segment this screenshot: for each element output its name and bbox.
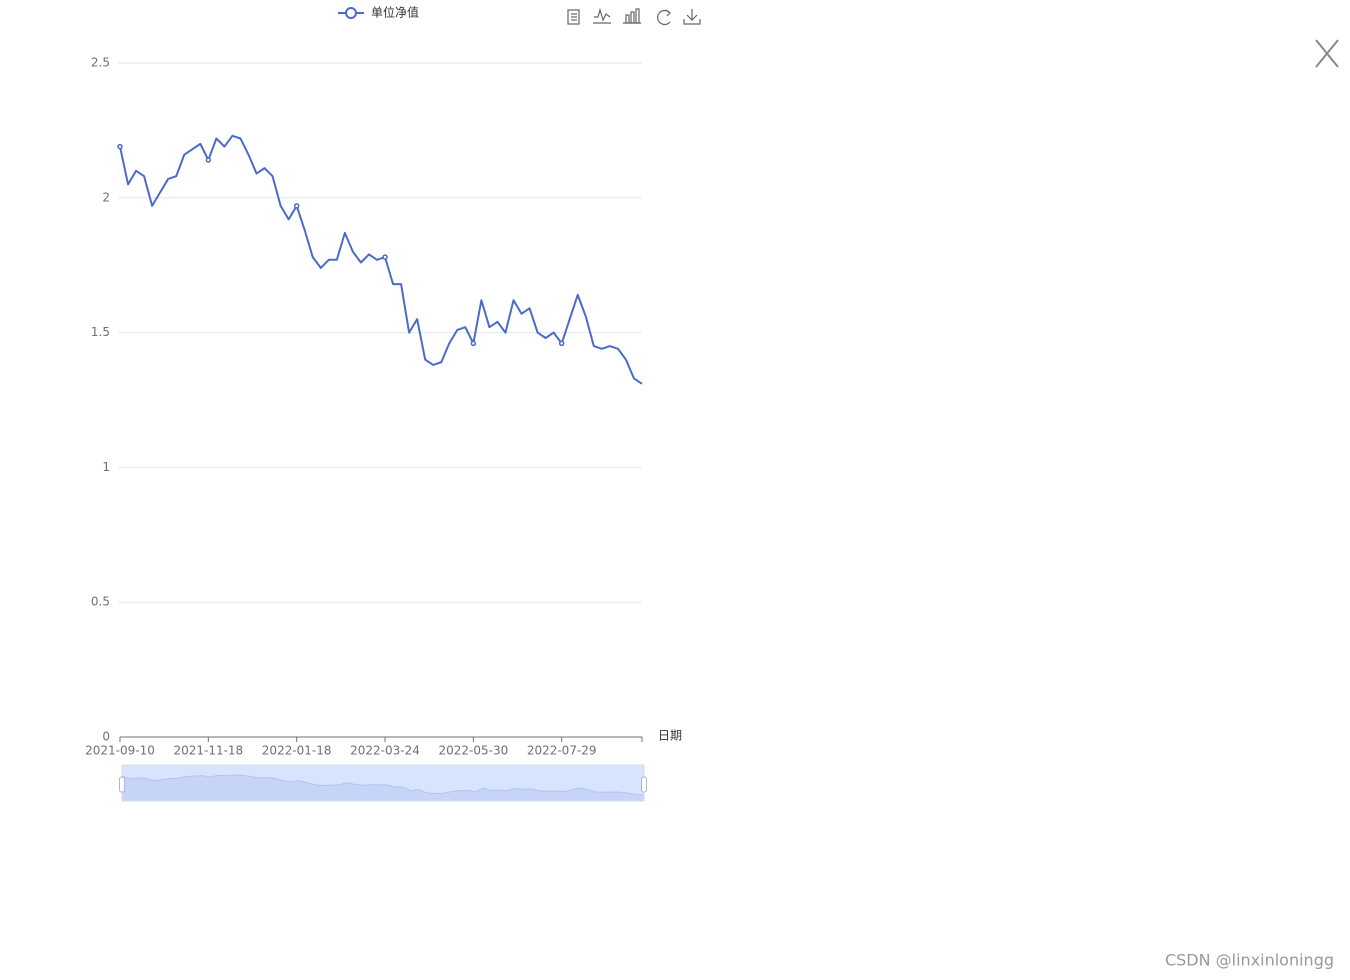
data-point (293, 203, 300, 209)
data-point (382, 254, 388, 260)
x-tick-label: 2021-11-18 (173, 744, 243, 758)
x-tick-label: 2022-05-30 (438, 744, 508, 758)
data-point (117, 143, 123, 150)
x-tick-label: 2022-03-24 (350, 744, 420, 758)
data-point (558, 340, 565, 347)
y-tick-label: 1.5 (91, 325, 110, 339)
y-tick-label: 1 (102, 460, 110, 474)
bar-switch-button[interactable] (623, 8, 641, 24)
data-point (470, 340, 477, 347)
close-button[interactable] (1315, 39, 1339, 68)
data-zoom-handle[interactable] (119, 776, 125, 793)
x-tick-label: 2021-09-10 (85, 744, 155, 758)
line-switch-button[interactable] (593, 7, 611, 24)
legend-label: 单位净值 (371, 5, 419, 20)
watermark: CSDN @linxinloningg (1165, 951, 1334, 970)
x-tick-label: 2022-01-18 (262, 744, 332, 758)
x-axis-title: 日期 (658, 729, 682, 743)
toolbox (567, 7, 701, 26)
save-image-button[interactable] (683, 9, 701, 25)
y-tick-label: 2.5 (91, 56, 110, 70)
data-zoom-range (121, 764, 645, 802)
legend-symbol (345, 7, 357, 19)
x-tick-label: 2022-07-29 (527, 744, 597, 758)
restore-button[interactable] (657, 9, 671, 26)
data-line (119, 134, 643, 385)
data-point (205, 157, 212, 163)
y-tick-label: 0 (102, 730, 110, 744)
y-tick-label: 0.5 (91, 595, 110, 609)
data-zoom-area (121, 774, 645, 802)
data-view-button[interactable] (567, 9, 580, 25)
y-tick-label: 2 (102, 190, 110, 204)
data-zoom-handle[interactable] (641, 776, 647, 793)
